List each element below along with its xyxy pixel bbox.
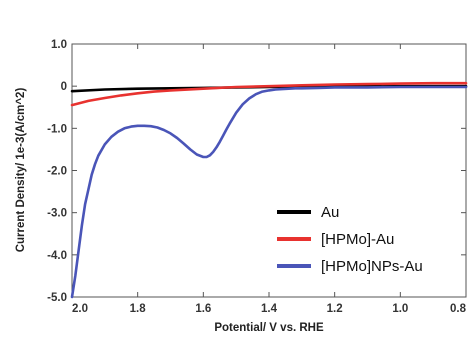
y-tick-label: -3.0 <box>47 208 67 220</box>
y-tick-label: -5.0 <box>47 292 67 304</box>
x-tick-label: 1.0 <box>392 303 408 315</box>
y-tick-label: 0 <box>61 81 67 93</box>
x-axis-label: Potential/ V vs. RHE <box>214 322 324 334</box>
x-tick-label: 1.4 <box>261 303 278 315</box>
x-tick-label: 0.8 <box>450 303 467 315</box>
y-axis-label: Current Density/ 1e-3(A/cm^2) <box>15 88 27 253</box>
legend-label-au: Au <box>321 204 339 221</box>
x-tick-label: 2.0 <box>72 303 88 315</box>
legend-label-hpmo-au: [HPMo]-Au <box>321 231 394 248</box>
series-line-hpmo-au <box>70 81 468 107</box>
series-layer <box>70 81 468 299</box>
y-tick-label: -4.0 <box>47 250 67 262</box>
legend-label-hpmo-nps-au: [HPMo]NPs-Au <box>321 258 423 275</box>
axis-ticks: 1.0 0 -1.0 -2.0 -3.0 -4.0 -5.0 2.0 1.8 1.6 1.4 1.2 1… <box>47 39 466 315</box>
x-tick-label: 1.6 <box>195 303 211 315</box>
legend: Au [HPMo]-Au [HPMo]NPs-Au <box>277 204 423 275</box>
x-tick-label: 1.2 <box>327 303 343 315</box>
y-tick-label: -2.0 <box>47 166 67 178</box>
x-tick-label: 1.8 <box>130 303 147 315</box>
series-line-hpmo-nps-au <box>70 85 468 299</box>
y-tick-label: -1.0 <box>47 123 67 135</box>
y-tick-label: 1.0 <box>51 39 67 51</box>
